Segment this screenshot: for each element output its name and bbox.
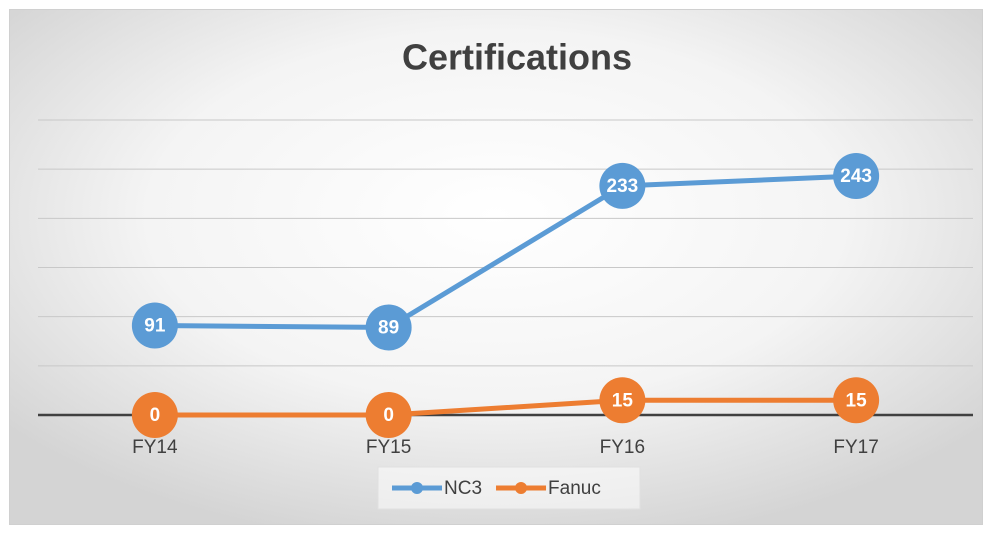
x-tick-label: FY15 (366, 437, 411, 458)
point (131, 392, 178, 438)
x-tick-label: FY16 (600, 437, 645, 458)
legend-marker (411, 482, 423, 494)
data-label: 15 (612, 390, 634, 411)
x-tick-label: FY14 (132, 437, 178, 458)
data-label: 243 (840, 166, 872, 187)
chart-title: Certifications (402, 37, 632, 78)
point (599, 377, 646, 424)
series-line (154, 397, 857, 418)
data-label: 15 (846, 390, 868, 411)
legend-label: Fanuc (548, 478, 601, 499)
point (833, 153, 880, 200)
legend-marker (515, 482, 528, 494)
legend-label: NC3 (444, 478, 482, 499)
data-label: 89 (378, 317, 399, 338)
point (365, 392, 412, 438)
x-tick-label: FY17 (833, 437, 878, 458)
point (365, 304, 412, 351)
data-label: 0 (150, 405, 161, 426)
data-label: 233 (607, 176, 639, 197)
data-label: 0 (383, 405, 394, 426)
data-label: 91 (144, 316, 166, 337)
point (833, 377, 880, 424)
point (131, 302, 178, 349)
point (599, 162, 646, 209)
series-line (154, 173, 857, 330)
